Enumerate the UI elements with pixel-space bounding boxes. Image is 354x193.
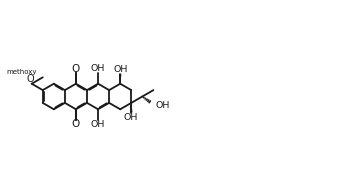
Text: methoxy: methoxy — [6, 69, 37, 75]
Text: OH: OH — [91, 64, 105, 73]
Text: O: O — [72, 64, 80, 74]
Text: O: O — [72, 119, 80, 129]
Text: OH: OH — [124, 113, 138, 122]
Text: OH: OH — [113, 65, 127, 74]
Polygon shape — [119, 74, 121, 83]
Text: OH: OH — [91, 120, 105, 129]
Text: OH: OH — [156, 101, 170, 110]
Polygon shape — [130, 104, 132, 112]
Text: O: O — [26, 74, 34, 84]
